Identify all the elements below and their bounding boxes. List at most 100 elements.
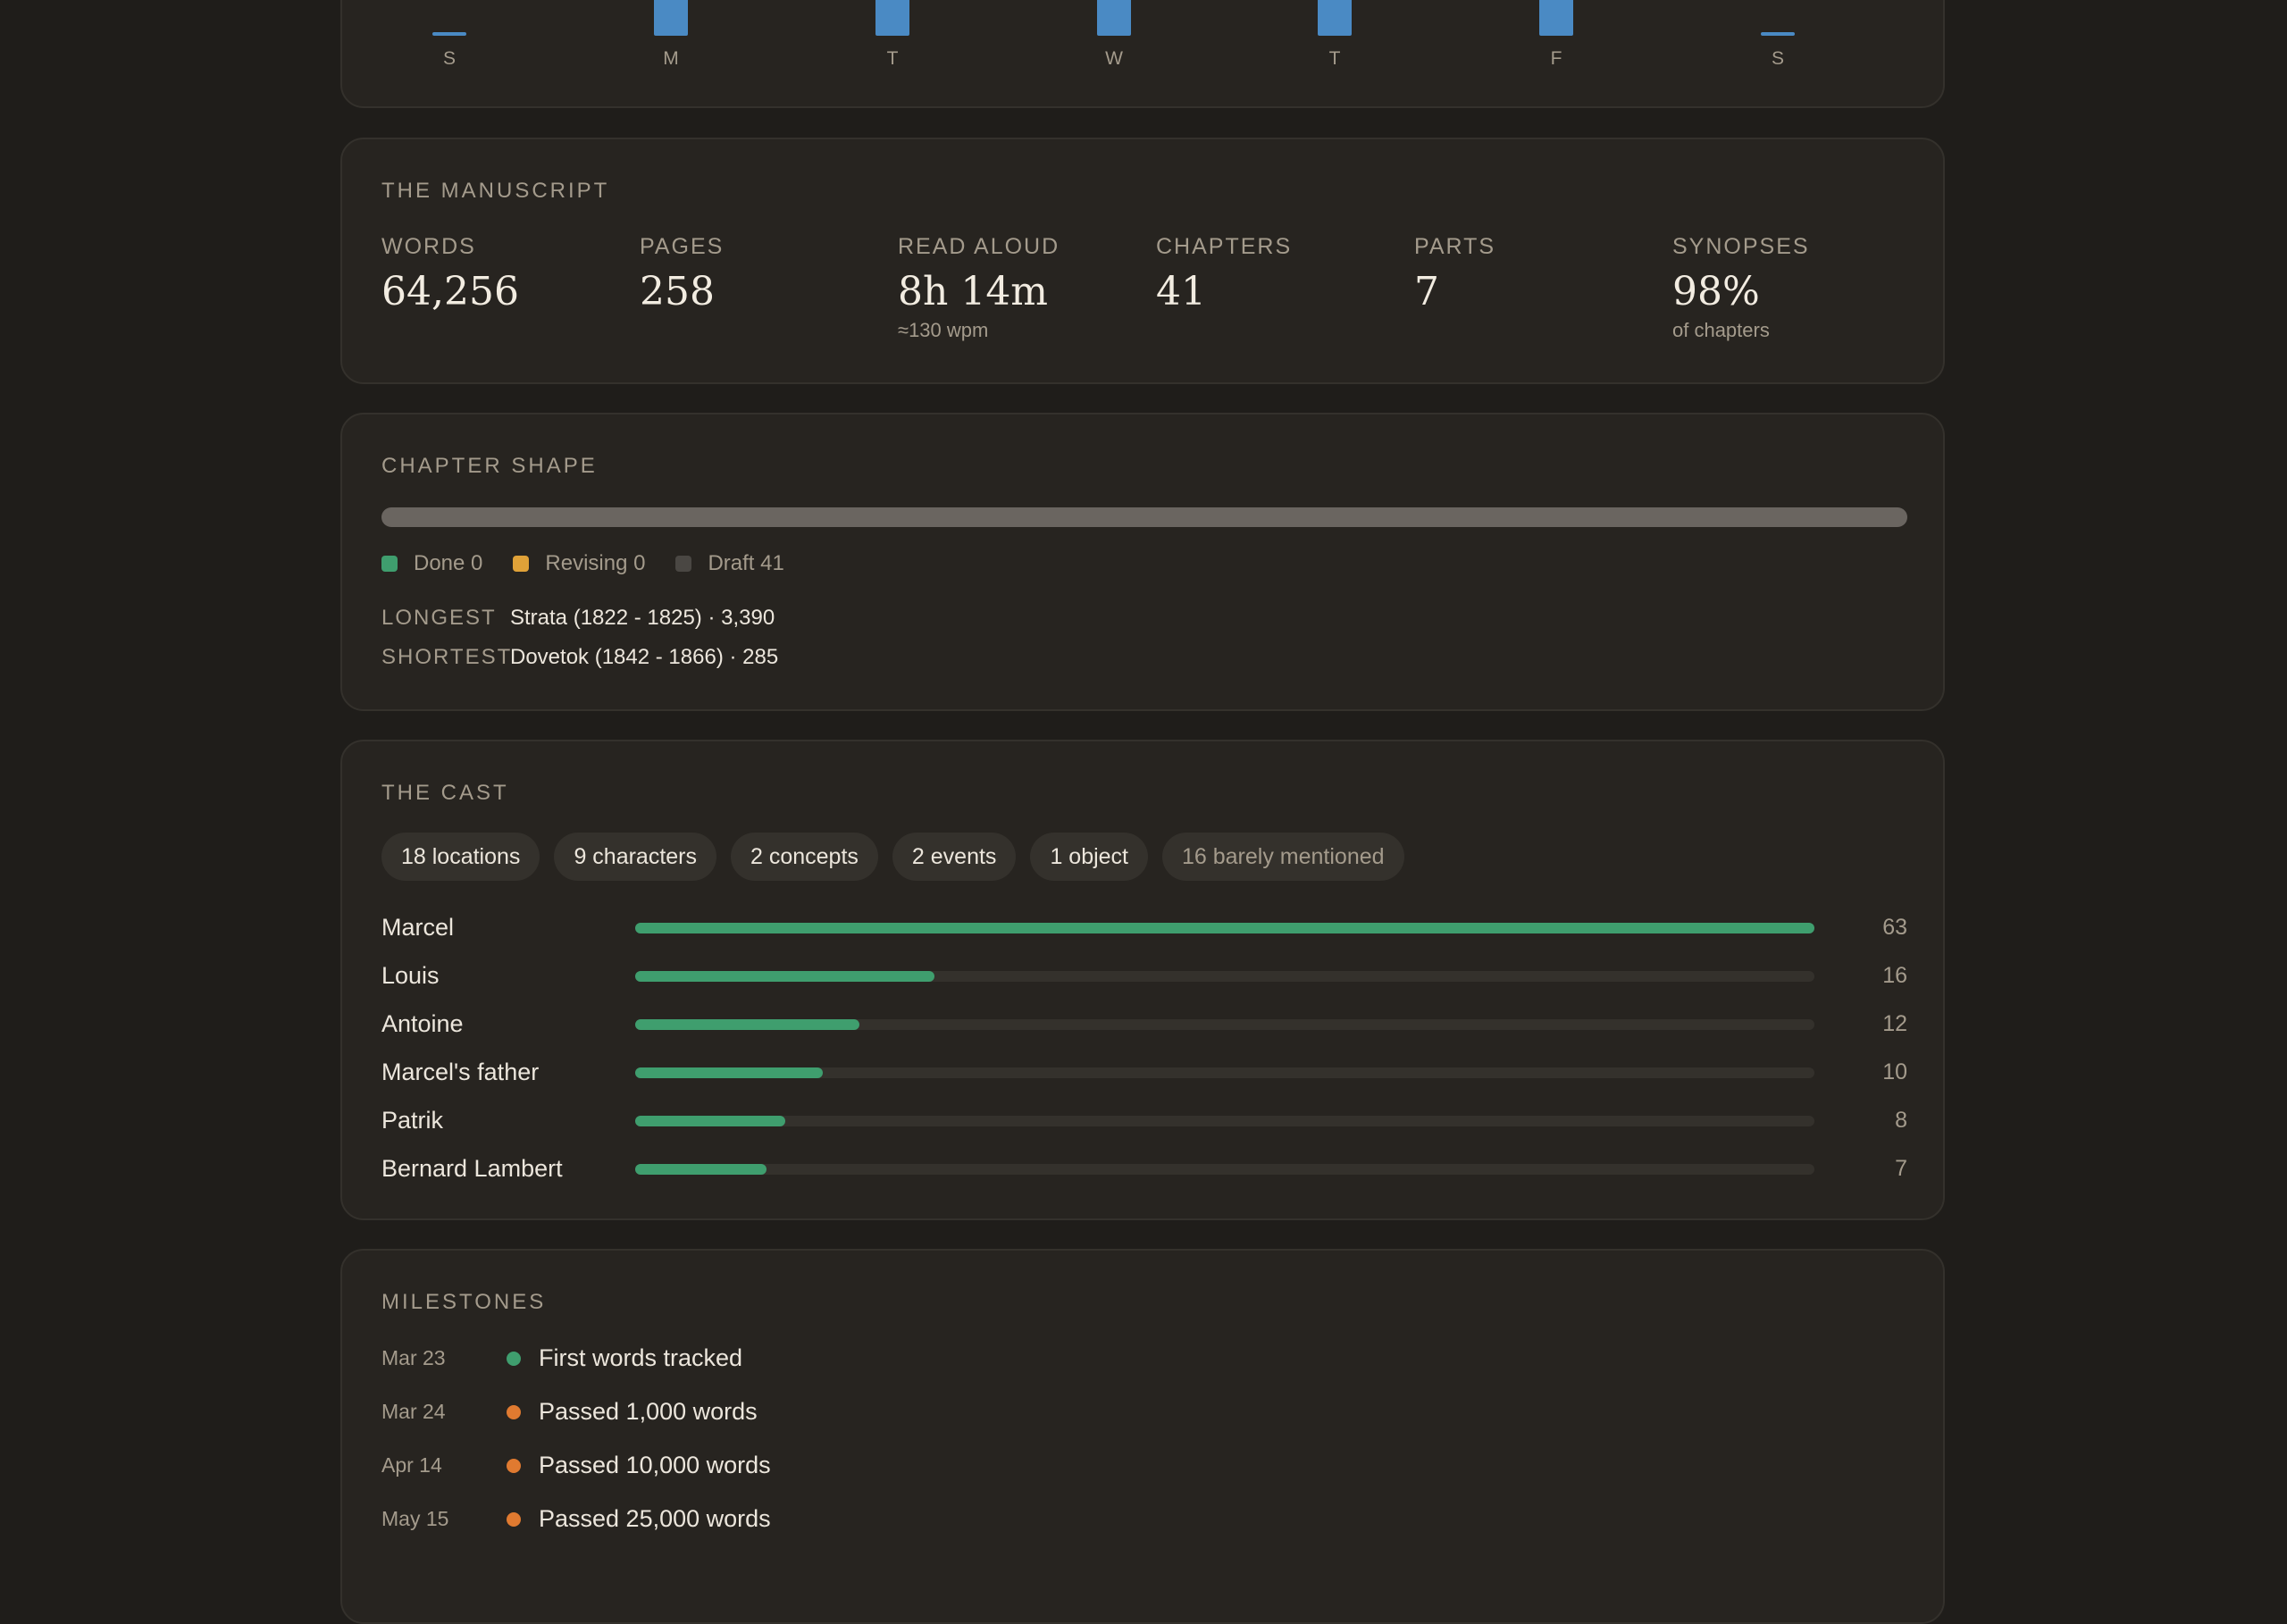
chapter-status-legend: Done 0 Revising 0 Draft 41 [381, 551, 815, 576]
cast-title: THE CAST [381, 781, 509, 805]
cast-chip[interactable]: 9 characters [554, 833, 716, 881]
longest-chapter: LONGEST Strata (1822 - 1825) · 3,390 [381, 606, 775, 631]
stat-sub: of chapters [1672, 319, 1770, 341]
cast-filter-chips: 18 locations 9 characters 2 concepts 2 even… [381, 833, 1419, 881]
day-label: M [663, 48, 679, 69]
cast-bar-track [635, 1116, 1814, 1126]
cast-count: 8 [1895, 1108, 1907, 1133]
day-label: T [1328, 48, 1341, 69]
milestone-item: Mar 24 Passed 1,000 words [381, 1394, 1453, 1429]
cast-count: 7 [1895, 1156, 1907, 1181]
stat-pages: PAGES 258 [640, 234, 724, 315]
day-bar-column [1520, 0, 1592, 36]
cast-name: Marcel's father [381, 1059, 540, 1085]
cast-chip[interactable]: 16 barely mentioned [1162, 833, 1404, 881]
stat-words: WORDS 64,256 [381, 234, 519, 315]
manuscript-card: THE MANUSCRIPT WORDS 64,256 PAGES 258 READ A… [340, 138, 1945, 384]
cast-count: 10 [1882, 1059, 1907, 1084]
cast-name: Marcel [381, 914, 455, 941]
cast-count: 12 [1882, 1011, 1907, 1036]
milestone-date: May 15 [381, 1507, 449, 1530]
cast-bar-fill [635, 1164, 767, 1175]
cast-bar-fill [635, 1019, 860, 1030]
stat-sub: ≈130 wpm [898, 319, 989, 341]
milestones-card: MILESTONES Mar 23 First words tracked Mar … [340, 1249, 1945, 1624]
cast-bar-fill [635, 971, 935, 982]
stat-value: 98% [1672, 269, 1760, 314]
cast-bar-track [635, 1067, 1814, 1078]
shortest-label: SHORTEST [381, 645, 513, 669]
shortest-value[interactable]: Dovetok (1842 - 1866) · 285 [510, 645, 779, 669]
cast-count: 63 [1882, 915, 1907, 940]
day-bar-column [1078, 0, 1150, 36]
cast-chip[interactable]: 2 events [892, 833, 1017, 881]
cast-bar-track [635, 923, 1814, 933]
cast-row[interactable]: Bernard Lambert 7 [381, 1151, 1907, 1186]
stat-label: PARTS [1414, 234, 1496, 259]
cast-bar-track [635, 971, 1814, 982]
cast-row[interactable]: Marcel 63 [381, 909, 1907, 945]
milestone-text: Passed 10,000 words [539, 1452, 771, 1478]
milestone-item: Mar 23 First words tracked [381, 1340, 1453, 1376]
day-bar[interactable] [875, 0, 909, 36]
day-bar-column [414, 0, 485, 36]
day-label: S [442, 48, 456, 69]
stat-read-aloud: READ ALOUD 8h 14m ≈130 wpm [898, 234, 1060, 342]
cast-bar-fill [635, 1067, 823, 1078]
cast-bar-fill [635, 1116, 785, 1126]
legend-item: Draft 41 [675, 551, 784, 576]
stat-value: 41 [1156, 269, 1206, 314]
cast-name: Patrik [381, 1107, 444, 1134]
day-bar-column [857, 0, 928, 36]
cast-bar-track [635, 1164, 1814, 1175]
milestone-text: Passed 1,000 words [539, 1398, 758, 1425]
chapter-status-bar [381, 507, 1907, 527]
cast-chip[interactable]: 1 object [1030, 833, 1148, 881]
legend-item: Revising 0 [513, 551, 645, 576]
stat-value: 64,256 [381, 269, 519, 314]
milestone-date: Mar 23 [381, 1346, 446, 1369]
day-bar[interactable] [1539, 0, 1573, 36]
cast-card: THE CAST 18 locations 9 characters 2 conce… [340, 740, 1945, 1220]
stat-value: 8h 14m [898, 269, 1049, 314]
stat-label: READ ALOUD [898, 234, 1060, 259]
cast-name: Antoine [381, 1010, 464, 1037]
day-bar[interactable] [654, 0, 688, 36]
day-label: T [886, 48, 899, 69]
cast-row[interactable]: Louis 16 [381, 958, 1907, 993]
stat-label: WORDS [381, 234, 476, 259]
legend-label: Revising 0 [545, 551, 646, 575]
day-bar-column [1742, 0, 1814, 36]
day-bar[interactable] [1761, 32, 1795, 36]
longest-value[interactable]: Strata (1822 - 1825) · 3,390 [510, 606, 775, 630]
milestone-dot [507, 1459, 521, 1473]
cast-bar-fill [635, 923, 1814, 933]
cast-bar-track [635, 1019, 1814, 1030]
milestone-dot [507, 1405, 521, 1419]
cast-count: 16 [1882, 963, 1907, 988]
cast-row[interactable]: Marcel's father 10 [381, 1054, 1907, 1090]
legend-swatch [675, 556, 692, 572]
stat-label: CHAPTERS [1156, 234, 1293, 259]
cast-name: Bernard Lambert [381, 1155, 563, 1182]
day-bar[interactable] [1097, 0, 1131, 36]
milestone-date: Apr 14 [381, 1453, 442, 1477]
legend-label: Draft 41 [708, 551, 784, 575]
day-bar[interactable] [432, 32, 466, 36]
milestone-item: Apr 14 Passed 10,000 words [381, 1447, 1453, 1483]
day-bar-column [1299, 0, 1370, 36]
cast-row[interactable]: Antoine 12 [381, 1006, 1907, 1042]
longest-label: LONGEST [381, 606, 497, 630]
cast-chip[interactable]: 2 concepts [731, 833, 878, 881]
milestone-item: May 15 Passed 25,000 words [381, 1501, 1453, 1536]
day-bar-column [635, 0, 707, 36]
day-bar[interactable] [1318, 0, 1352, 36]
stat-label: PAGES [640, 234, 725, 259]
milestone-date: Mar 24 [381, 1400, 446, 1423]
cast-chip[interactable]: 18 locations [381, 833, 540, 881]
day-label: F [1550, 48, 1562, 69]
shortest-chapter: SHORTESTDovetok (1842 - 1866) · 285 [381, 645, 778, 670]
milestone-text: First words tracked [539, 1344, 743, 1371]
cast-row[interactable]: Patrik 8 [381, 1102, 1907, 1138]
